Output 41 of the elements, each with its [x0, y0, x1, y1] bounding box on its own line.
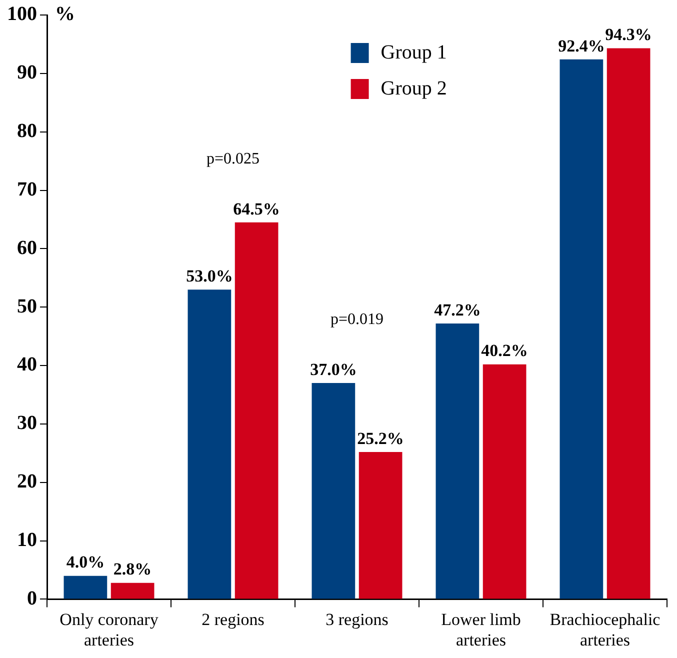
bar	[312, 383, 356, 599]
bar	[234, 222, 278, 599]
annotation: p=0.025	[206, 150, 260, 168]
y-tick-label: 30	[17, 412, 37, 434]
data-label: 53.0%	[186, 266, 233, 286]
legend-label: Group 2	[380, 77, 447, 100]
bar	[188, 290, 232, 599]
bar	[110, 582, 154, 599]
y-tick-label: 80	[17, 120, 37, 142]
data-label: 47.2%	[434, 300, 481, 320]
bar	[606, 48, 650, 599]
y-tick-label: 90	[17, 62, 37, 84]
data-label: 94.3%	[605, 25, 652, 44]
x-tick-label: Only coronary arteries	[60, 610, 159, 650]
data-label: 25.2%	[357, 428, 404, 448]
y-tick-label: 0	[27, 587, 37, 610]
data-label: 64.5%	[233, 199, 280, 218]
y-tick-label: 20	[17, 470, 37, 493]
y-tick-label: 40	[17, 354, 37, 376]
y-tick-label: 70	[17, 178, 37, 200]
y-tick-label: 100	[7, 3, 37, 26]
bar	[358, 452, 402, 599]
annotation: p=0.019	[330, 311, 384, 328]
data-label: 2.8%	[113, 560, 152, 579]
bar	[64, 576, 108, 599]
y-axis-title: %	[55, 3, 75, 26]
y-tick-label: 10	[17, 528, 37, 551]
x-tick-label: Lower limb arteries	[441, 610, 521, 650]
x-tick-label: 2 regions	[202, 610, 264, 629]
data-label: 4.0%	[66, 552, 105, 572]
x-tick-label: Brachiocephalic arteries	[550, 610, 661, 650]
bar	[482, 364, 526, 599]
legend-label: Group 1	[380, 41, 447, 64]
y-tick-label: 50	[17, 295, 37, 318]
bar	[560, 59, 604, 599]
x-tick-label: 3 regions	[326, 610, 388, 629]
y-tick-label: 60	[17, 236, 37, 259]
data-label: 40.2%	[481, 341, 528, 360]
bar	[436, 323, 480, 599]
data-label: 92.4%	[558, 36, 605, 56]
data-label: 37.0%	[310, 360, 357, 379]
